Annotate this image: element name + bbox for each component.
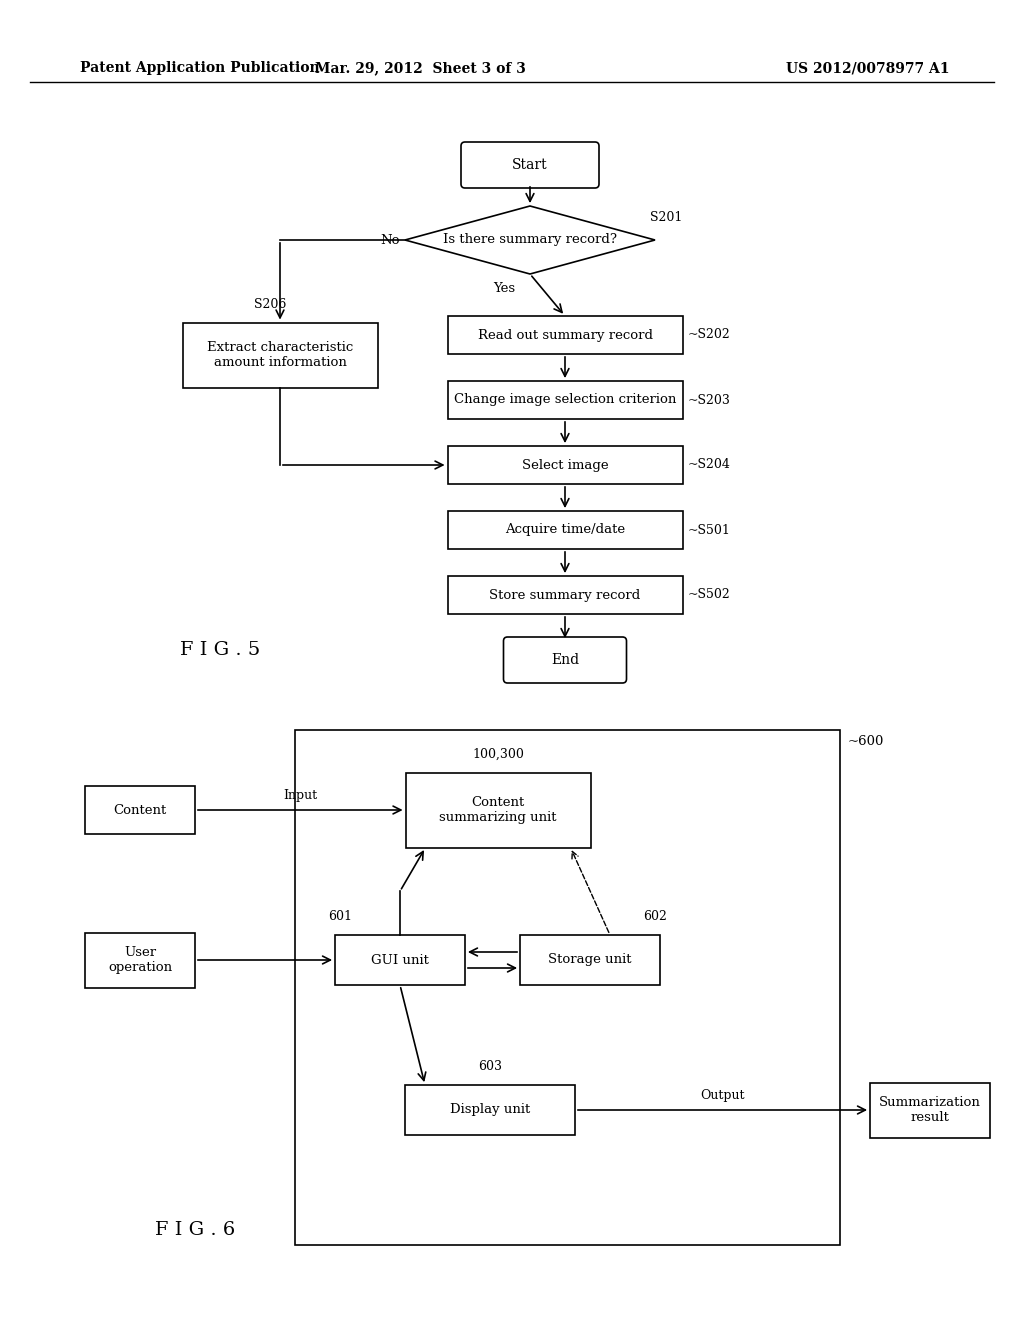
Text: User
operation: User operation xyxy=(108,946,172,974)
Text: S206: S206 xyxy=(254,297,286,310)
Text: Change image selection criterion: Change image selection criterion xyxy=(454,393,676,407)
Text: 603: 603 xyxy=(478,1060,502,1073)
Bar xyxy=(447,315,683,354)
Bar xyxy=(406,772,591,847)
Text: ~S203: ~S203 xyxy=(687,393,730,407)
Bar xyxy=(870,1082,990,1138)
Text: GUI unit: GUI unit xyxy=(371,953,429,966)
Text: S201: S201 xyxy=(650,211,682,224)
Bar xyxy=(447,446,683,484)
Text: ~S202: ~S202 xyxy=(687,329,730,342)
Bar xyxy=(182,322,378,388)
Text: ~S502: ~S502 xyxy=(687,589,730,602)
Text: US 2012/0078977 A1: US 2012/0078977 A1 xyxy=(786,61,950,75)
Bar xyxy=(447,511,683,549)
Bar xyxy=(520,935,660,985)
Bar xyxy=(85,785,195,834)
Text: No: No xyxy=(381,234,400,247)
Text: Summarization
result: Summarization result xyxy=(879,1096,981,1125)
Text: 601: 601 xyxy=(328,909,352,923)
Text: Output: Output xyxy=(700,1089,744,1102)
Text: F I G . 5: F I G . 5 xyxy=(180,642,260,659)
Text: Content: Content xyxy=(114,804,167,817)
Text: Content
summarizing unit: Content summarizing unit xyxy=(439,796,557,824)
Bar xyxy=(447,381,683,418)
Text: Patent Application Publication: Patent Application Publication xyxy=(80,61,319,75)
Text: Storage unit: Storage unit xyxy=(548,953,632,966)
Bar xyxy=(406,1085,575,1135)
Polygon shape xyxy=(406,206,655,275)
Text: ~S204: ~S204 xyxy=(687,458,730,471)
Text: Extract characteristic
amount information: Extract characteristic amount informatio… xyxy=(207,341,353,370)
Text: Start: Start xyxy=(512,158,548,172)
Text: End: End xyxy=(551,653,579,667)
Text: ~600: ~600 xyxy=(848,735,885,748)
Text: Display unit: Display unit xyxy=(450,1104,530,1117)
Text: 100,300: 100,300 xyxy=(472,747,524,760)
FancyBboxPatch shape xyxy=(461,143,599,187)
Bar xyxy=(85,932,195,987)
Text: Yes: Yes xyxy=(493,282,515,294)
Text: 602: 602 xyxy=(643,909,667,923)
Bar xyxy=(295,730,840,1245)
Text: Select image: Select image xyxy=(521,458,608,471)
Text: Read out summary record: Read out summary record xyxy=(477,329,652,342)
Text: ~S501: ~S501 xyxy=(687,524,730,536)
Text: Is there summary record?: Is there summary record? xyxy=(443,234,617,247)
Bar xyxy=(335,935,465,985)
Text: Acquire time/date: Acquire time/date xyxy=(505,524,625,536)
Text: Store summary record: Store summary record xyxy=(489,589,641,602)
Text: F I G . 6: F I G . 6 xyxy=(155,1221,236,1239)
Text: Mar. 29, 2012  Sheet 3 of 3: Mar. 29, 2012 Sheet 3 of 3 xyxy=(314,61,525,75)
Text: Input: Input xyxy=(284,789,317,803)
FancyBboxPatch shape xyxy=(504,638,627,682)
Bar xyxy=(447,576,683,614)
